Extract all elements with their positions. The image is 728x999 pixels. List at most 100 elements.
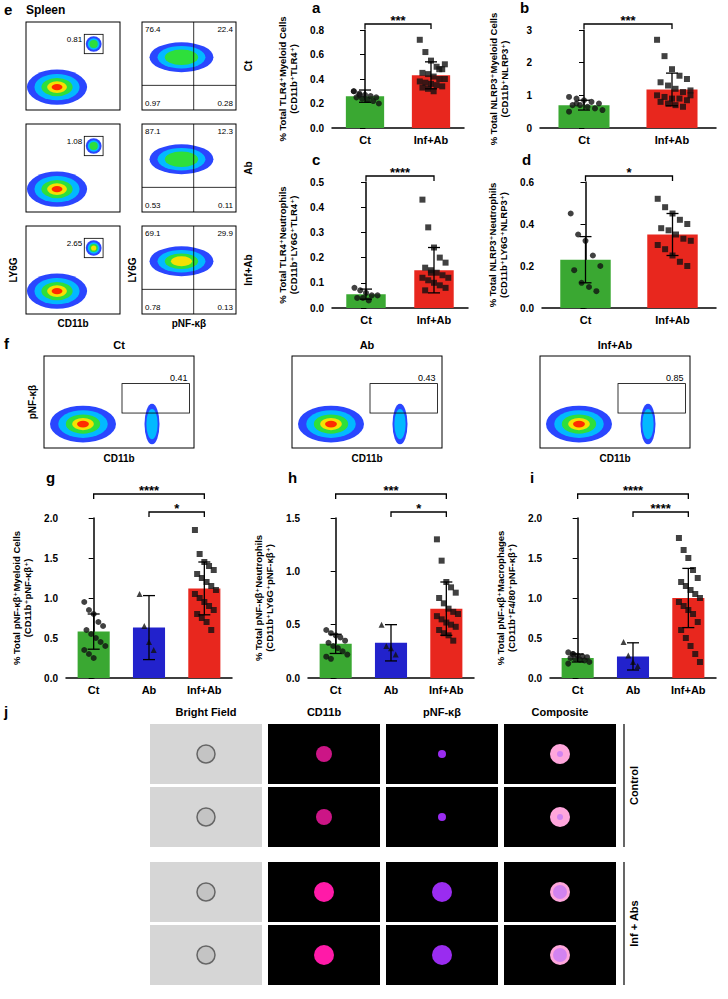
- svg-text:% Total NLRP3⁺Myeloid Cells: % Total NLRP3⁺Myeloid Cells: [488, 13, 499, 146]
- svg-text:h: h: [288, 470, 297, 486]
- svg-text:****: ****: [651, 501, 672, 516]
- svg-text:CD11b: CD11b: [307, 706, 342, 718]
- svg-text:CD11b: CD11b: [57, 318, 88, 329]
- svg-text:pNF-κβ: pNF-κβ: [172, 318, 206, 329]
- svg-text:0.41: 0.41: [170, 373, 188, 383]
- svg-text:***: ***: [390, 13, 406, 28]
- svg-text:Ab: Ab: [142, 684, 157, 696]
- svg-text:0.78: 0.78: [145, 303, 161, 312]
- svg-text:****: ****: [139, 483, 160, 498]
- svg-text:g: g: [46, 470, 55, 486]
- svg-text:***: ***: [383, 483, 399, 498]
- svg-text:0.2: 0.2: [310, 98, 324, 109]
- svg-text:22.4: 22.4: [217, 25, 233, 34]
- svg-text:29.9: 29.9: [217, 229, 233, 238]
- svg-text:(CD11b⁺TLR4⁺): (CD11b⁺TLR4⁺): [288, 44, 299, 114]
- svg-text:Inf+Ab: Inf+Ab: [671, 684, 706, 696]
- svg-text:0.4: 0.4: [310, 74, 324, 85]
- svg-text:0.6: 0.6: [520, 177, 534, 188]
- svg-text:0: 0: [526, 123, 532, 134]
- svg-text:pNF-κβ: pNF-κβ: [27, 385, 38, 419]
- svg-text:% Total TLR4⁺Neutrophils: % Total TLR4⁺Neutrophils: [277, 186, 288, 303]
- svg-text:f: f: [4, 335, 10, 352]
- svg-text:0.6: 0.6: [310, 49, 324, 60]
- svg-text:1.0: 1.0: [528, 593, 542, 604]
- svg-text:0.0: 0.0: [310, 303, 324, 314]
- svg-text:Inf+Ab: Inf+Ab: [655, 134, 690, 146]
- svg-text:Ab: Ab: [384, 684, 399, 696]
- svg-text:0.8: 0.8: [310, 25, 324, 36]
- svg-text:Composite: Composite: [532, 706, 589, 718]
- svg-text:12.3: 12.3: [217, 127, 233, 136]
- svg-text:1.5: 1.5: [528, 553, 542, 564]
- svg-text:(CD11b⁺NLRP3⁺): (CD11b⁺NLRP3⁺): [499, 40, 510, 117]
- svg-text:0.5: 0.5: [310, 177, 324, 188]
- svg-text:Ct: Ct: [572, 684, 584, 696]
- svg-text:0.5: 0.5: [44, 633, 58, 644]
- svg-text:0.13: 0.13: [217, 303, 233, 312]
- svg-text:0.53: 0.53: [145, 201, 161, 210]
- svg-text:76.4: 76.4: [145, 25, 161, 34]
- svg-text:CD11b: CD11b: [351, 453, 382, 464]
- svg-text:e: e: [4, 1, 12, 18]
- svg-text:0.43: 0.43: [418, 373, 436, 383]
- svg-text:*: *: [174, 501, 180, 516]
- svg-text:% Total pNF-κβ⁺Neutrophils: % Total pNF-κβ⁺Neutrophils: [253, 535, 264, 661]
- svg-text:0.11: 0.11: [218, 201, 234, 210]
- svg-text:Ab: Ab: [360, 339, 375, 351]
- svg-text:Ab: Ab: [243, 161, 254, 174]
- svg-text:****: ****: [390, 165, 411, 180]
- svg-text:69.1: 69.1: [145, 229, 161, 238]
- svg-text:(CD11b⁺LY6G⁺NLRP3⁺): (CD11b⁺LY6G⁺NLRP3⁺): [498, 192, 509, 298]
- svg-text:Inf+Ab: Inf+Ab: [429, 684, 464, 696]
- svg-text:Control: Control: [628, 766, 640, 805]
- svg-text:Ct: Ct: [359, 134, 371, 146]
- svg-text:1.0: 1.0: [44, 593, 58, 604]
- svg-text:87.1: 87.1: [145, 127, 161, 136]
- svg-text:% Total pNF-κβ⁺Macrophages: % Total pNF-κβ⁺Macrophages: [495, 531, 506, 666]
- svg-text:0.3: 0.3: [310, 227, 324, 238]
- svg-text:% Total NLRP3⁺Neutrophils: % Total NLRP3⁺Neutrophils: [487, 183, 498, 308]
- svg-text:d: d: [522, 152, 531, 168]
- svg-text:j: j: [3, 703, 8, 720]
- svg-text:c: c: [312, 152, 320, 168]
- svg-text:Inf+Ab: Inf+Ab: [655, 314, 690, 326]
- svg-text:0.81: 0.81: [67, 35, 83, 44]
- svg-text:b: b: [520, 0, 529, 16]
- svg-text:1: 1: [526, 90, 532, 101]
- svg-text:CD11b: CD11b: [103, 453, 134, 464]
- svg-text:2.0: 2.0: [528, 513, 542, 524]
- svg-text:0.0: 0.0: [44, 673, 58, 684]
- svg-text:pNF-κβ: pNF-κβ: [423, 706, 461, 718]
- svg-text:% Total pNF-κβ⁺Myeloid Cells: % Total pNF-κβ⁺Myeloid Cells: [11, 531, 22, 665]
- svg-text:Inf+Ab: Inf+Ab: [598, 339, 633, 351]
- svg-text:Inf+Ab: Inf+Ab: [187, 684, 222, 696]
- svg-text:(CD11b⁺pNF-κβ⁺): (CD11b⁺pNF-κβ⁺): [22, 559, 33, 638]
- svg-text:(CD11b⁺LY6G⁺pNF-κβ⁺): (CD11b⁺LY6G⁺pNF-κβ⁺): [264, 544, 275, 652]
- svg-text:i: i: [530, 470, 534, 486]
- svg-text:0.85: 0.85: [666, 373, 684, 383]
- svg-text:% Total TLR4⁺Myeloid Cells: % Total TLR4⁺Myeloid Cells: [277, 16, 288, 141]
- svg-text:***: ***: [620, 13, 636, 28]
- svg-text:0.4: 0.4: [520, 219, 534, 230]
- svg-text:0.0: 0.0: [520, 303, 534, 314]
- svg-text:0.28: 0.28: [217, 99, 233, 108]
- svg-text:0.4: 0.4: [310, 202, 324, 213]
- svg-text:Ct: Ct: [330, 684, 342, 696]
- svg-text:2.0: 2.0: [44, 513, 58, 524]
- svg-text:0.97: 0.97: [145, 99, 161, 108]
- svg-text:*: *: [416, 501, 422, 516]
- svg-text:0.1: 0.1: [310, 277, 324, 288]
- svg-text:Ct: Ct: [580, 314, 592, 326]
- svg-text:Inf+Ab: Inf+Ab: [414, 134, 449, 146]
- svg-text:Ct: Ct: [578, 134, 590, 146]
- svg-text:0.2: 0.2: [310, 252, 324, 263]
- svg-text:LY6G: LY6G: [8, 257, 19, 282]
- svg-text:1.08: 1.08: [67, 137, 83, 146]
- svg-text:1.5: 1.5: [44, 553, 58, 564]
- svg-text:a: a: [312, 0, 321, 16]
- svg-text:Inf+Ab: Inf+Ab: [243, 254, 254, 285]
- svg-text:Inf+Ab: Inf+Ab: [417, 314, 452, 326]
- svg-text:0.0: 0.0: [286, 673, 300, 684]
- svg-text:0.5: 0.5: [528, 633, 542, 644]
